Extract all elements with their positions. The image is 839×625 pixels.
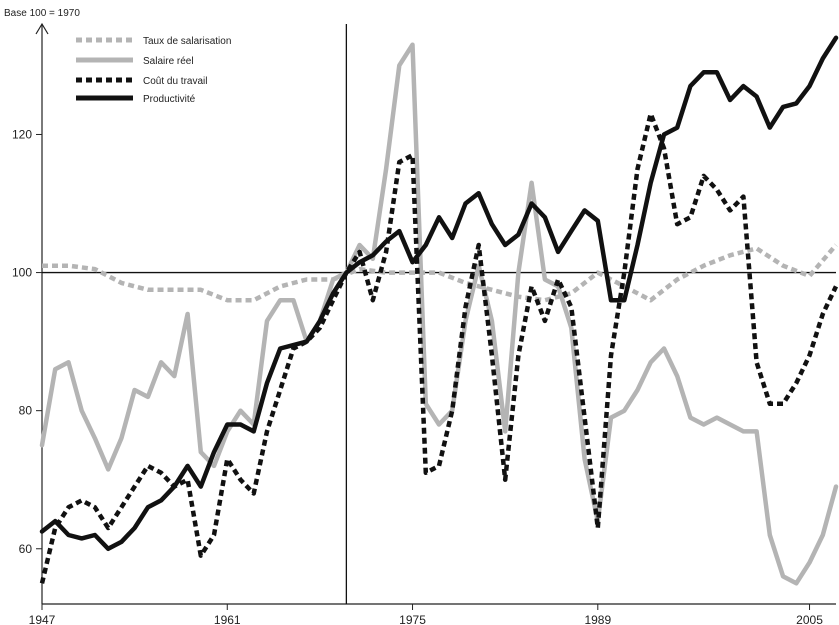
- y-tick-label-80: 80: [19, 404, 33, 418]
- series-line-cout-du-travail: [39, 111, 839, 584]
- reference-lines: [42, 24, 836, 604]
- series-line-productivite: [39, 35, 839, 552]
- legend-label-salaire-reel: Salaire réel: [143, 56, 194, 67]
- legend-label-productivite: Productivité: [143, 94, 196, 105]
- y-tick-label-60: 60: [19, 542, 33, 556]
- y-tick-label-100: 100: [12, 266, 32, 280]
- y-tick-label-120: 120: [12, 127, 32, 141]
- x-tick-label-1989: 1989: [584, 613, 611, 625]
- series-layer: [39, 35, 839, 586]
- x-tick-label-2005: 2005: [796, 613, 823, 625]
- x-tick-label-1975: 1975: [399, 613, 426, 625]
- x-tick-label-1947: 1947: [29, 613, 56, 625]
- x-tick-label-1961: 1961: [214, 613, 241, 625]
- legend-label-taux-de-salarisation: Taux de salarisation: [143, 36, 231, 47]
- y-axis-title: Base 100 = 1970: [4, 8, 80, 19]
- y-axis-arrow-icon: [35, 22, 49, 35]
- legend-label-cout-du-travail: Coût du travail: [143, 76, 207, 87]
- axis-ticks: 1947 1961 1975 1989 2005 60 80 100 120: [12, 127, 823, 625]
- legend: Taux de salarisation Salaire réel Coût d…: [76, 36, 231, 105]
- series-line-salaire-reel: [39, 42, 839, 586]
- series-line-taux-de-salarisation: [42, 243, 838, 303]
